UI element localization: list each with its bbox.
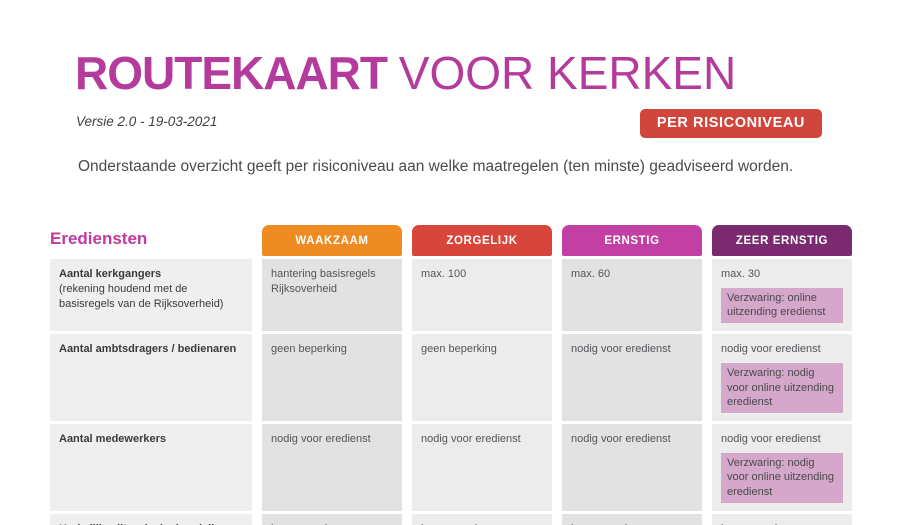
row-label-aantal-medewerkers: Aantal medewerkers	[50, 424, 252, 511]
column-header-ernstig: ERNSTIG	[562, 225, 702, 256]
row-label-main: Aantal ambtsdragers / bedienaren	[59, 343, 237, 356]
row-label-liturgische-handelingen: Kerkelijke, liturgische handelingen (sac…	[50, 513, 252, 525]
cell-text: nodig voor eredienst	[721, 343, 821, 356]
table-cell: hantering basisregels Rijksoverheid	[262, 259, 402, 332]
table-cell: nodig voor eredienst	[262, 424, 402, 511]
cell-text: ja, passende maatregelen	[271, 523, 333, 525]
cell-text: geen beperking	[271, 343, 347, 356]
cell-text: nodig voor eredienst	[721, 433, 821, 446]
table-cell: geen beperking	[262, 334, 402, 422]
row-label-aantal-ambtsdragers: Aantal ambtsdragers / bedienaren	[50, 334, 252, 422]
page-title-bold: ROUTEKAART	[75, 47, 388, 99]
table-cell: nodig voor eredienst	[412, 424, 552, 511]
page-title-light: VOOR KERKEN	[398, 47, 737, 99]
table-cell: ja, passende maatregelen	[412, 513, 552, 525]
cell-text: max. 60	[571, 268, 611, 280]
section-title-erediensten: Erediensten	[50, 229, 148, 248]
verzwaring-chip: Verzwaring: nodig voor online uitzending…	[721, 363, 843, 414]
table-cell: nodig voor eredienst	[562, 334, 702, 422]
cell-text: ja, passende maatregelen	[721, 523, 783, 525]
row-label-sub: (rekening houdend met de basisregels van…	[59, 282, 224, 310]
cell-text: nodig voor eredienst	[421, 433, 521, 446]
cell-text: ja, passende maatregelen	[421, 523, 483, 525]
table-cell: geen beperking	[412, 334, 552, 422]
table-cell: ja, passende maatregelen	[562, 513, 702, 525]
page-title: ROUTEKAART VOOR KERKEN	[75, 46, 736, 100]
row-label-main: Aantal kerkgangers	[59, 268, 162, 280]
cell-text: nodig voor eredienst	[271, 433, 371, 446]
verzwaring-chip: Verzwaring: online uitzending eredienst	[721, 287, 843, 324]
table-cell: max. 60	[562, 259, 702, 332]
cell-text: nodig voor eredienst	[571, 433, 671, 446]
table-cell: nodig voor eredienst Verzwaring: nodig v…	[712, 424, 852, 511]
column-header-zorgelijk: ZORGELIJK	[412, 225, 552, 256]
table-cell: max. 30 Verzwaring: online uitzending er…	[712, 259, 852, 332]
table-cell: max. 100	[412, 259, 552, 332]
row-label-main: Aantal medewerkers	[59, 433, 166, 446]
risk-level-badge: PER RISICONIVEAU	[639, 109, 822, 138]
cell-text: geen beperking	[421, 343, 497, 356]
intro-text: Onderstaande overzicht geeft per risicon…	[78, 158, 794, 175]
cell-text: nodig voor eredienst	[571, 343, 671, 356]
cell-text: ja, passende maatregelen	[571, 523, 633, 525]
row-label-aantal-kerkgangers: Aantal kerkgangers (rekening houdend met…	[50, 259, 252, 332]
cell-text: max. 100	[421, 268, 467, 280]
column-header-zeer-ernstig: ZEER ERNSTIG	[712, 225, 852, 256]
verzwaring-chip: Verzwaring: nodig voor online uitzending…	[721, 453, 843, 503]
cell-text: max. 30	[721, 268, 761, 280]
table-cell: ja, passende maatregelen	[262, 513, 402, 525]
table-cell: nodig voor eredienst	[562, 424, 702, 511]
version-label: Versie 2.0 - 19-03-2021	[76, 114, 218, 129]
table-cell: ja, passende maatregelen	[712, 513, 852, 525]
cell-text: hantering basisregels Rijksoverheid	[271, 268, 376, 295]
row-label-main: Kerkelijke, liturgische handelingen	[59, 522, 243, 525]
table-cell: nodig voor eredienst Verzwaring: nodig v…	[712, 334, 852, 422]
column-header-waakzaam: WAAKZAAM	[262, 225, 402, 256]
measures-table: Erediensten WAAKZAAM ZORGELIJK ERNSTIG Z…	[50, 225, 856, 525]
